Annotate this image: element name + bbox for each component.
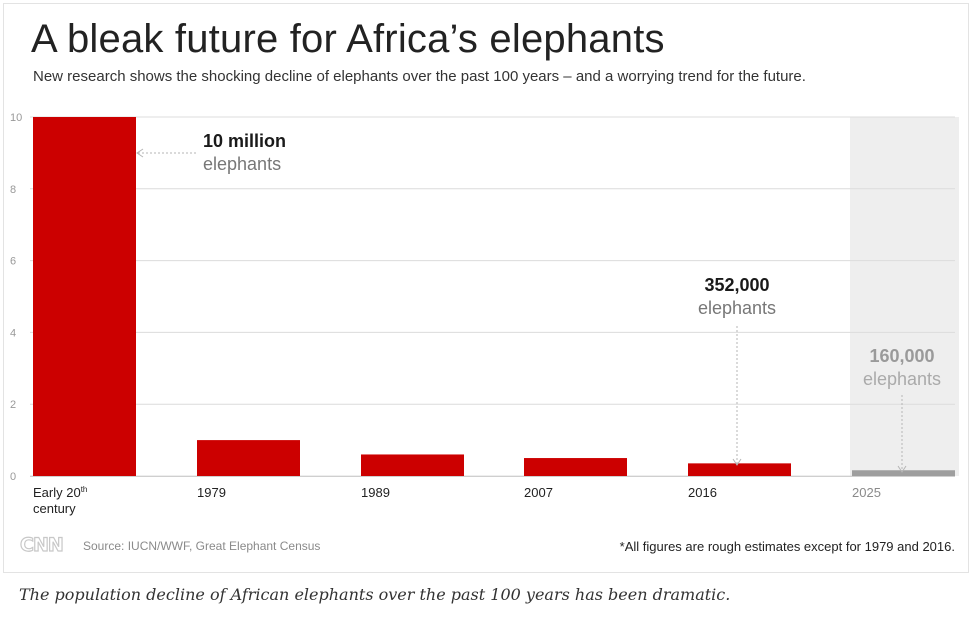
x-tick-label: 2016 bbox=[688, 485, 717, 500]
bar-1989 bbox=[361, 454, 464, 476]
bar-1979 bbox=[197, 440, 300, 476]
x-tick-label: Early 20th century bbox=[33, 485, 87, 516]
annotation-unit: elephants bbox=[863, 369, 941, 389]
bar-2016 bbox=[688, 463, 791, 476]
y-tick-label: 10 bbox=[10, 112, 22, 124]
y-tick-label: 4 bbox=[10, 327, 16, 339]
chart-title: A bleak future for Africa’s elephants bbox=[31, 17, 665, 61]
bar-early-20th-century bbox=[33, 117, 136, 476]
bar-2007 bbox=[524, 458, 627, 476]
projection-band bbox=[850, 117, 959, 476]
chart-subtitle: New research shows the shocking decline … bbox=[33, 68, 806, 85]
y-tick-label: 0 bbox=[10, 471, 16, 483]
annotation-arrowhead bbox=[136, 148, 144, 158]
x-tick-label: 2025 bbox=[852, 485, 881, 500]
y-tick-label: 8 bbox=[10, 184, 16, 196]
x-tick-label: 1979 bbox=[197, 485, 226, 500]
source-note: Source: IUCN/WWF, Great Elephant Census bbox=[83, 539, 321, 553]
annotation-arrowhead bbox=[732, 458, 742, 466]
annotation-unit: elephants bbox=[698, 298, 776, 318]
x-tick-label: 2007 bbox=[524, 485, 553, 500]
y-tick-label: 2 bbox=[10, 399, 16, 411]
annotation-unit: elephants bbox=[203, 154, 281, 174]
annotation-arrowhead bbox=[897, 465, 907, 473]
estimate-footnote: *All figures are rough estimates except … bbox=[619, 539, 955, 554]
cnn-logo: CNN bbox=[19, 533, 64, 556]
chart-card bbox=[3, 3, 969, 573]
image-caption: The population decline of African elepha… bbox=[19, 585, 731, 604]
annotation-value: 352,000 bbox=[704, 275, 769, 295]
bar-2025 bbox=[852, 470, 955, 476]
y-tick-label: 6 bbox=[10, 256, 16, 268]
x-tick-label: 1989 bbox=[361, 485, 390, 500]
annotation-value: 10 million bbox=[203, 131, 286, 151]
annotation-value: 160,000 bbox=[869, 346, 934, 366]
